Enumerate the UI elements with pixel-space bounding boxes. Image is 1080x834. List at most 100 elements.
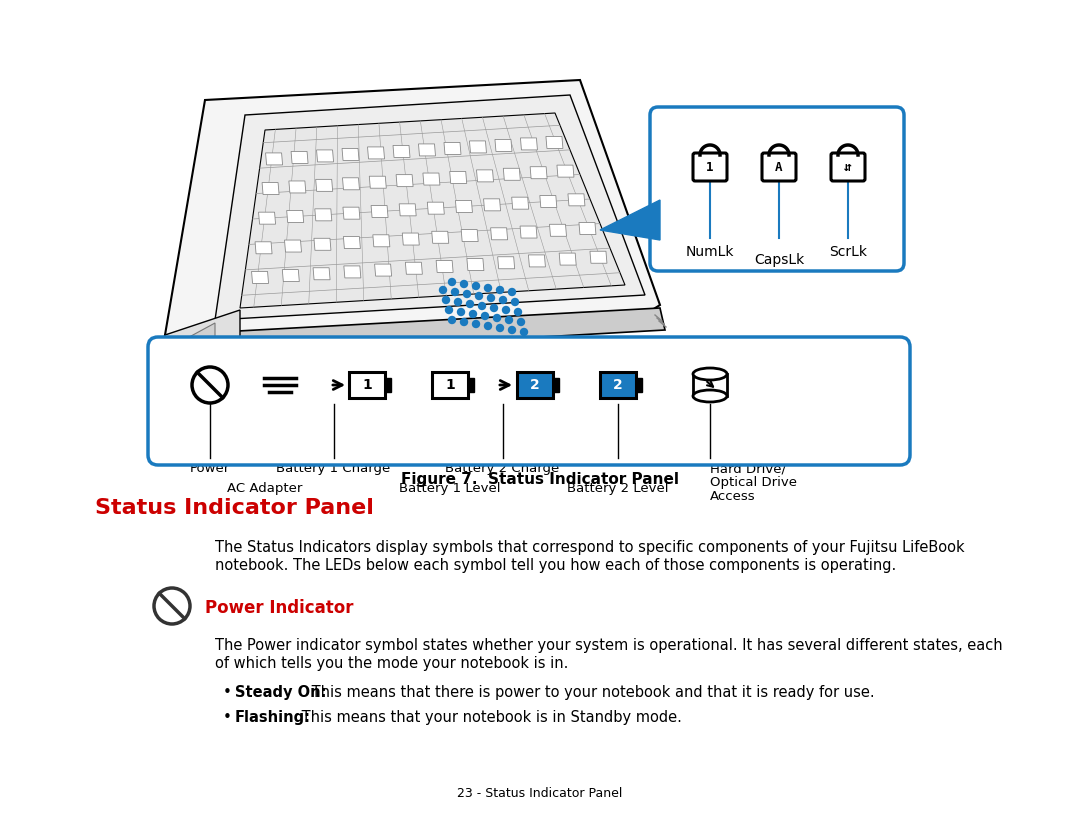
Polygon shape xyxy=(456,200,472,213)
Polygon shape xyxy=(579,223,596,234)
Polygon shape xyxy=(396,174,413,187)
Circle shape xyxy=(460,280,468,288)
Text: Figure 7.  Status Indicator Panel: Figure 7. Status Indicator Panel xyxy=(401,472,679,487)
Circle shape xyxy=(470,310,476,318)
Polygon shape xyxy=(476,170,494,182)
Polygon shape xyxy=(165,310,240,370)
Circle shape xyxy=(478,303,486,309)
Text: Hard Drive/: Hard Drive/ xyxy=(710,462,786,475)
Text: Power Indicator: Power Indicator xyxy=(205,599,353,617)
Circle shape xyxy=(509,326,515,334)
Circle shape xyxy=(497,324,503,331)
Text: 2: 2 xyxy=(530,378,540,392)
Circle shape xyxy=(443,297,449,304)
Circle shape xyxy=(505,316,513,324)
Polygon shape xyxy=(498,257,515,269)
Polygon shape xyxy=(428,202,444,214)
Bar xyxy=(468,378,474,392)
Bar xyxy=(553,378,559,392)
Text: ScrLk: ScrLk xyxy=(829,245,867,259)
Text: Flashing:: Flashing: xyxy=(235,710,311,725)
Text: •: • xyxy=(222,710,232,725)
Polygon shape xyxy=(315,179,333,191)
Text: notebook. The LEDs below each symbol tell you how each of those components is op: notebook. The LEDs below each symbol tel… xyxy=(215,558,896,573)
Polygon shape xyxy=(444,143,461,154)
Circle shape xyxy=(512,299,518,305)
Text: Battery 2 Level: Battery 2 Level xyxy=(567,482,669,495)
Circle shape xyxy=(460,319,468,325)
Polygon shape xyxy=(490,228,508,240)
Polygon shape xyxy=(540,195,557,208)
Circle shape xyxy=(482,313,488,319)
Bar xyxy=(384,378,391,392)
Text: Steady On:: Steady On: xyxy=(235,685,326,700)
Polygon shape xyxy=(405,262,422,274)
Circle shape xyxy=(446,307,453,314)
Polygon shape xyxy=(372,205,388,218)
Polygon shape xyxy=(282,269,299,282)
Polygon shape xyxy=(314,239,330,250)
Polygon shape xyxy=(402,233,419,245)
Polygon shape xyxy=(418,144,435,156)
Polygon shape xyxy=(461,229,478,242)
Circle shape xyxy=(463,290,471,298)
Polygon shape xyxy=(521,226,537,238)
Polygon shape xyxy=(367,147,384,159)
Text: 23 - Status Indicator Panel: 23 - Status Indicator Panel xyxy=(457,787,623,800)
Polygon shape xyxy=(375,264,392,276)
Text: Status Indicator Panel: Status Indicator Panel xyxy=(95,498,374,518)
Circle shape xyxy=(509,289,515,295)
Polygon shape xyxy=(252,271,269,284)
Polygon shape xyxy=(165,335,172,370)
Ellipse shape xyxy=(693,390,727,402)
Text: The Status Indicators display symbols that correspond to specific components of : The Status Indicators display symbols th… xyxy=(215,540,964,555)
Polygon shape xyxy=(343,207,360,219)
Polygon shape xyxy=(449,172,467,183)
Text: Access: Access xyxy=(710,490,756,503)
FancyBboxPatch shape xyxy=(148,337,910,465)
Polygon shape xyxy=(557,165,573,177)
Bar xyxy=(349,372,384,398)
Text: ⇵: ⇵ xyxy=(845,160,852,173)
Circle shape xyxy=(485,323,491,329)
Bar xyxy=(432,372,468,398)
Polygon shape xyxy=(313,268,330,279)
Circle shape xyxy=(475,293,483,299)
Circle shape xyxy=(514,309,522,315)
Circle shape xyxy=(499,297,507,304)
Polygon shape xyxy=(432,231,448,244)
Circle shape xyxy=(485,284,491,292)
FancyBboxPatch shape xyxy=(831,153,865,181)
Text: Battery 2 Charge: Battery 2 Charge xyxy=(445,462,559,475)
Circle shape xyxy=(458,309,464,315)
Text: Battery 1 Charge: Battery 1 Charge xyxy=(276,462,391,475)
Polygon shape xyxy=(393,145,410,158)
Bar xyxy=(693,374,727,396)
Polygon shape xyxy=(512,197,529,209)
Bar xyxy=(600,372,636,398)
Polygon shape xyxy=(342,178,360,190)
Text: CapsLk: CapsLk xyxy=(754,253,805,267)
FancyBboxPatch shape xyxy=(693,153,727,181)
Polygon shape xyxy=(470,141,486,153)
Circle shape xyxy=(521,329,527,335)
Text: This means that there is power to your notebook and that it is ready for use.: This means that there is power to your n… xyxy=(307,685,875,700)
Circle shape xyxy=(440,287,446,294)
Polygon shape xyxy=(530,167,548,178)
Polygon shape xyxy=(521,138,538,150)
Circle shape xyxy=(467,300,473,308)
Polygon shape xyxy=(559,253,577,265)
Polygon shape xyxy=(369,176,387,188)
Bar xyxy=(517,372,553,398)
Polygon shape xyxy=(568,193,585,206)
Polygon shape xyxy=(165,80,660,335)
Polygon shape xyxy=(262,183,279,194)
Polygon shape xyxy=(240,113,625,308)
Polygon shape xyxy=(495,139,512,152)
Polygon shape xyxy=(423,173,440,185)
Polygon shape xyxy=(288,181,306,193)
Polygon shape xyxy=(180,323,215,374)
Circle shape xyxy=(497,287,503,294)
Text: •: • xyxy=(222,685,232,700)
Circle shape xyxy=(448,316,456,324)
